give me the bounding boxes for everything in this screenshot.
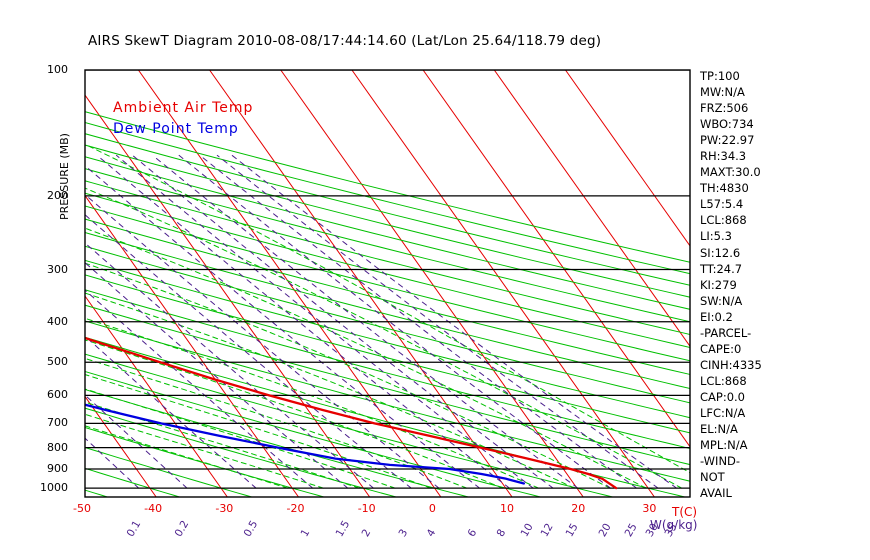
parameter-item-12: TT:24.7 <box>700 261 743 276</box>
bottom-tick-10: 10 <box>500 502 515 515</box>
y-tick-300: 300 <box>47 262 68 276</box>
parameter-item-21: LFC:N/A <box>700 405 746 420</box>
parameter-item-1: MW:N/A <box>700 85 745 100</box>
y-tick-1000: 1000 <box>40 481 68 495</box>
parameter-item-18: CINH:4335 <box>700 357 762 372</box>
temperature-profile-line <box>85 336 618 490</box>
parameter-item-3: WBO:734 <box>700 117 754 132</box>
parameter-item-9: LCL:868 <box>700 213 747 228</box>
parameter-item-2: FRZ:506 <box>700 101 749 116</box>
parameter-item-22: EL:N/A <box>700 422 738 437</box>
y-tick-500: 500 <box>47 355 68 369</box>
bottom-tick-0: 0 <box>428 502 436 515</box>
parameter-item-14: SW:N/A <box>700 293 743 308</box>
parameter-item-17: CAPE:0 <box>700 341 742 356</box>
y-tick-100: 100 <box>47 63 68 76</box>
y-tick-600: 600 <box>47 388 68 402</box>
parameter-item-24: -WIND- <box>700 454 741 469</box>
legend-dew-point-temp: Dew Point Temp <box>113 121 239 137</box>
parameter-item-15: EI:0.2 <box>700 309 733 324</box>
x-axis-unit-mixing-ratio: W(g/kg) <box>650 518 698 532</box>
bottom-tick-20: 20 <box>571 502 586 515</box>
parameter-item-8: L57:5.4 <box>700 197 744 212</box>
x-axis-unit-temperature: T(C) <box>672 505 698 519</box>
parameter-item-25: NOT <box>700 470 725 485</box>
parameter-item-5: RH:34.3 <box>700 149 747 164</box>
y-tick-400: 400 <box>47 314 68 328</box>
parameter-item-13: KI:279 <box>700 277 737 292</box>
parameter-item-4: PW:22.97 <box>700 133 755 148</box>
parameter-item-19: LCL:868 <box>700 373 747 388</box>
parameter-item-26: AVAIL <box>700 486 732 501</box>
parameter-item-0: TP:100 <box>700 69 740 83</box>
parameter-item-16: -PARCEL- <box>700 325 752 340</box>
page-title: AIRS SkewT Diagram 2010-08-08/17:44:14.6… <box>88 33 602 49</box>
y-tick-200: 200 <box>47 188 68 202</box>
parameter-item-20: CAP:0.0 <box>700 389 745 404</box>
parameter-item-6: MAXT:30.0 <box>700 165 761 180</box>
y-tick-700: 700 <box>47 416 68 430</box>
bottom-tick--40: -40 <box>144 502 163 515</box>
y-tick-800: 800 <box>47 440 68 454</box>
parameter-panel: TP:100 MW:N/A FRZ:506 WBO:734 PW:22.97 RH:34.… <box>700 68 820 501</box>
bottom-tick--30: -30 <box>215 502 234 515</box>
legend-ambient-air-temp: Ambient Air Temp <box>113 100 254 116</box>
dewpoint-profile-line <box>85 403 526 485</box>
bottom-tick--20: -20 <box>286 502 305 515</box>
y-tick-900: 900 <box>47 462 68 475</box>
bottom-tick--10: -10 <box>357 502 376 515</box>
parameter-item-23: MPL:N/A <box>700 438 748 453</box>
bottom-tick-30: 30 <box>642 502 657 515</box>
parameter-item-10: LI:5.3 <box>700 229 732 244</box>
parameter-item-7: TH:4830 <box>700 181 749 196</box>
bottom-tick--50: -50 <box>73 502 91 515</box>
parameter-item-11: SI:12.6 <box>700 245 741 260</box>
